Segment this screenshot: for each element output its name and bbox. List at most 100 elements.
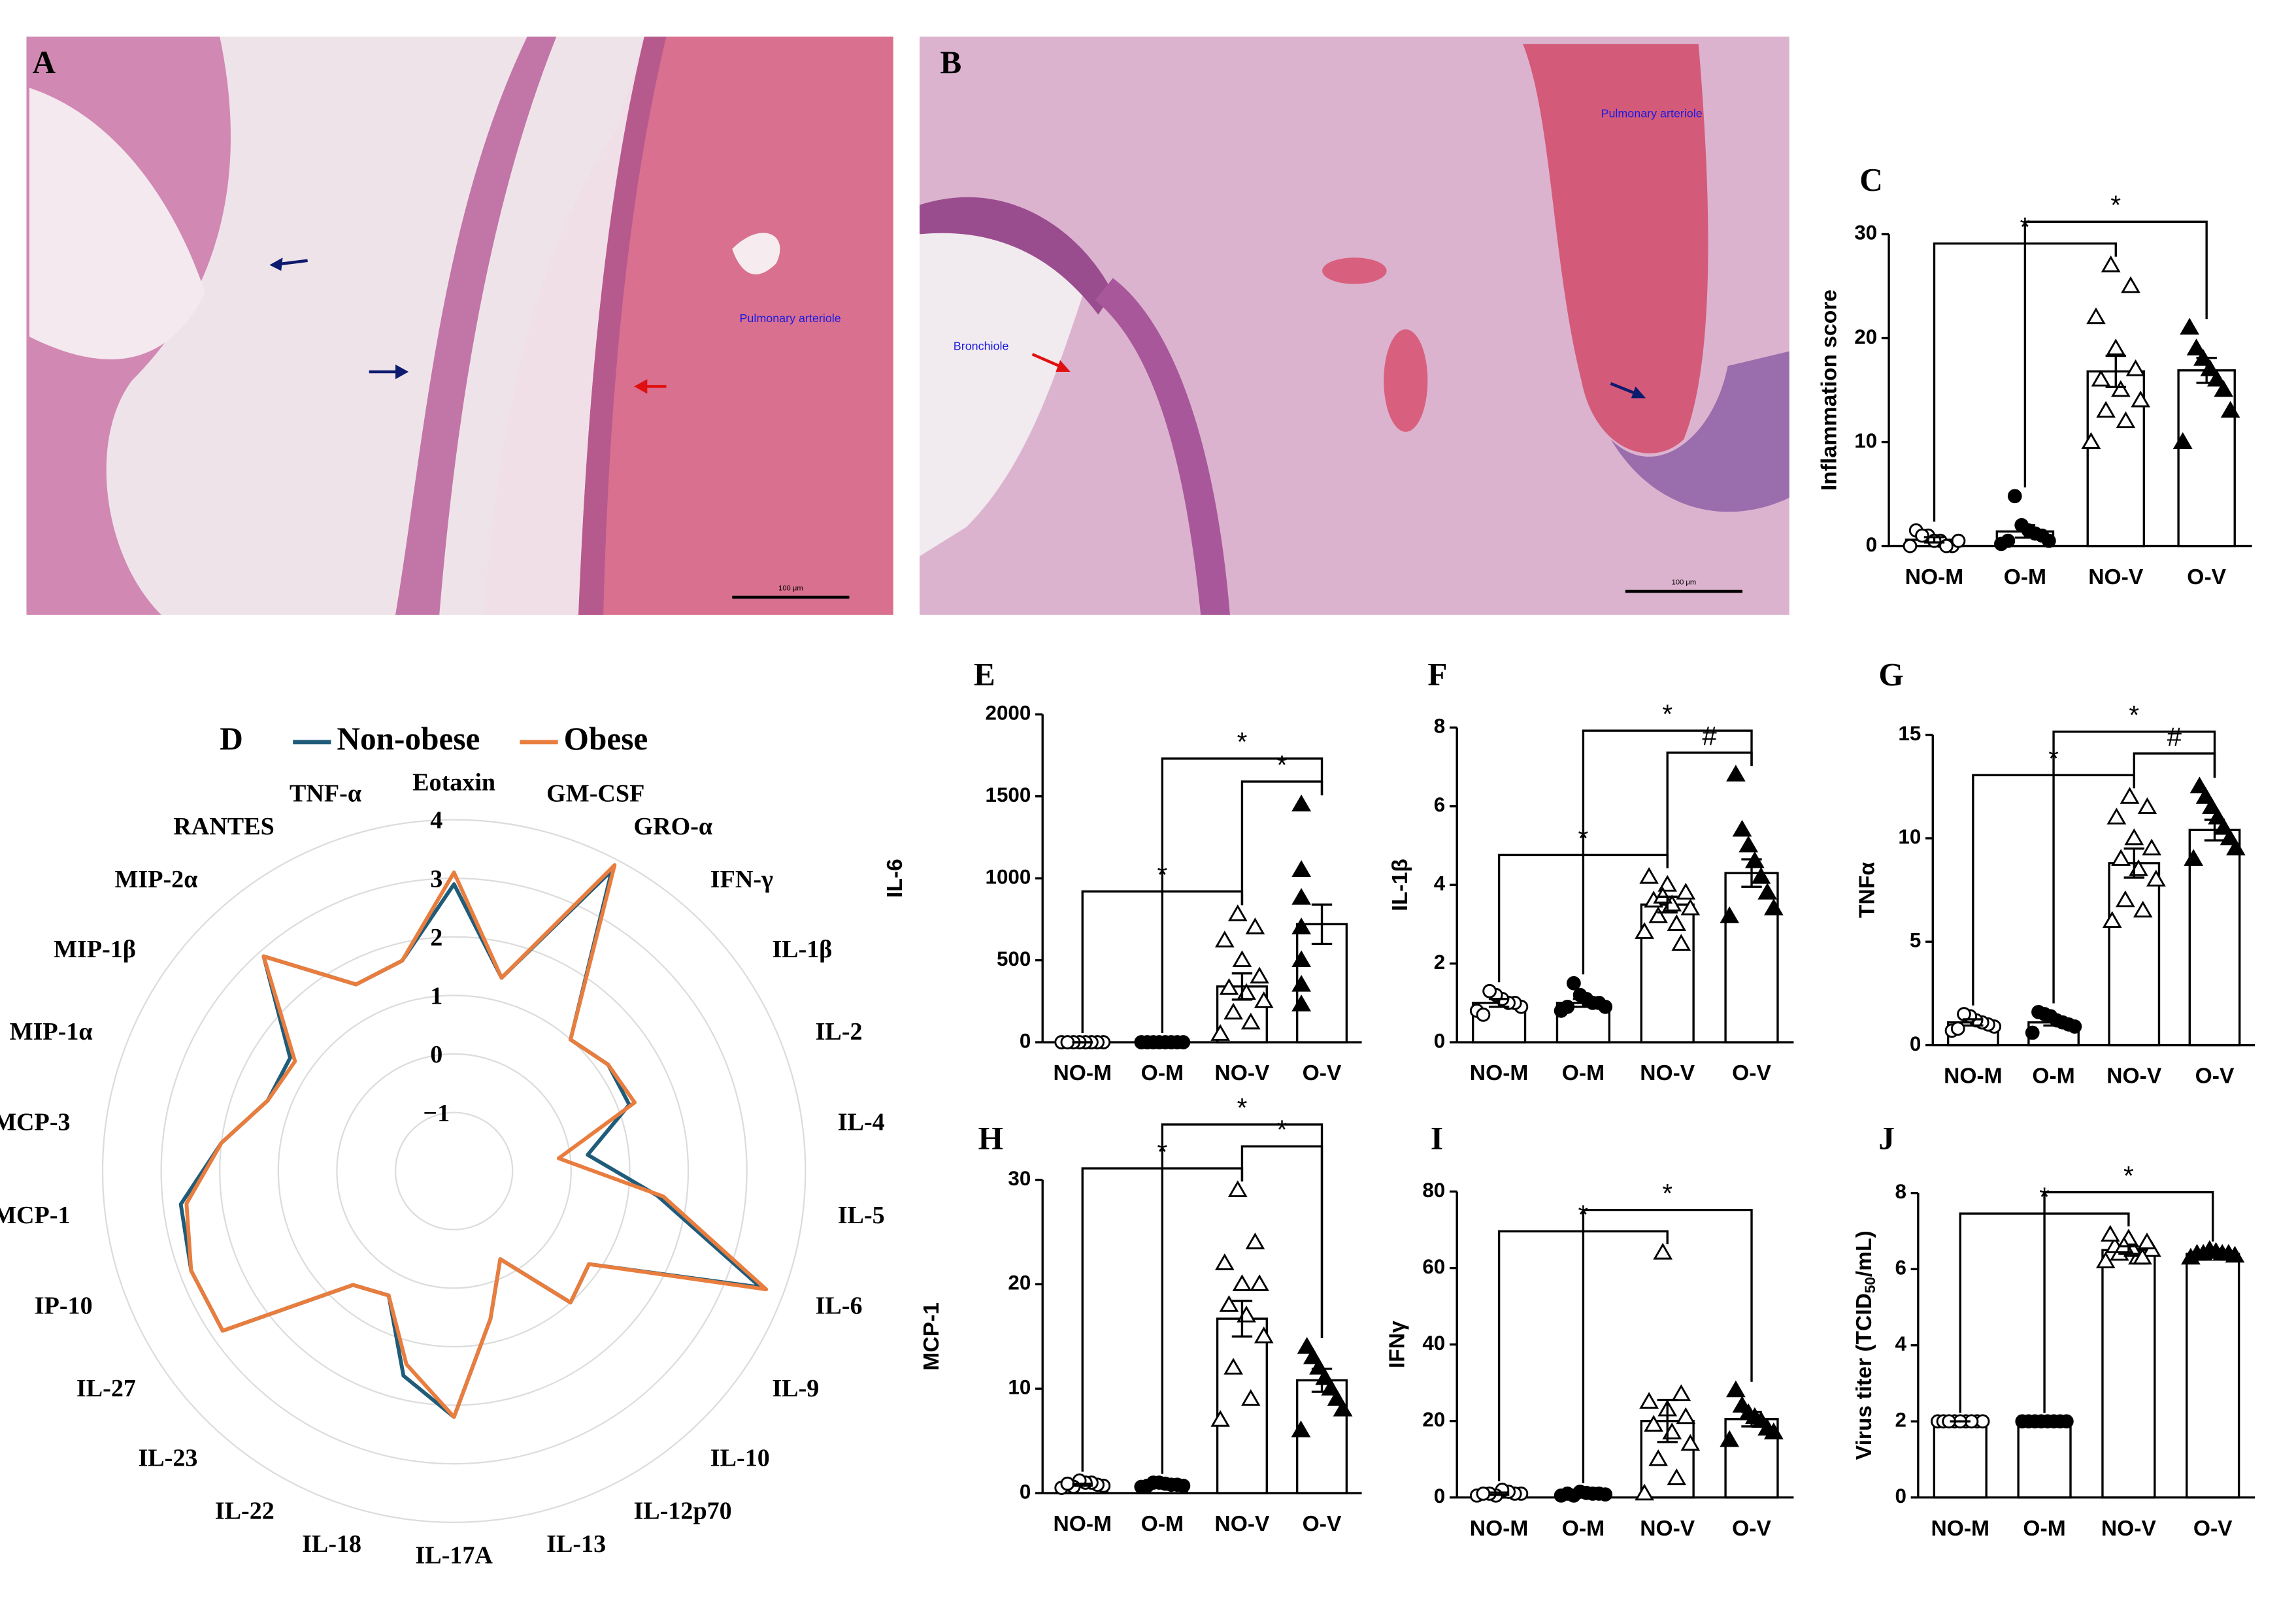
x-tick-label: NO-V [1214, 1512, 1270, 1536]
data-point [1567, 976, 1581, 991]
significance-label: * [1237, 727, 1248, 757]
bar [2086, 370, 2146, 548]
y-tick-label: 15 [1898, 722, 1921, 745]
error-bar [2123, 847, 2144, 879]
data-point [1227, 1180, 1248, 1198]
error-bar [1072, 1482, 1093, 1487]
data-point [1291, 794, 1311, 812]
y-tick-label: 10 [1898, 825, 1921, 848]
y-axis-label: IL-6 [883, 859, 907, 898]
data-point [1327, 1389, 1347, 1406]
y-tick-label: 5 [1910, 929, 1921, 951]
y-axis-label: Virus titer (TCID50/mL) [1852, 1230, 1878, 1460]
data-point [1291, 860, 1311, 878]
data-point [1671, 1384, 1691, 1402]
radar-axis-label: IL-22 [215, 1498, 275, 1525]
data-point [2111, 849, 2131, 866]
significance-label: * [1277, 749, 1288, 780]
y-tick-label: 10 [1008, 1376, 1031, 1399]
data-point [2007, 489, 2022, 504]
data-point [2111, 380, 2131, 397]
data-point [2214, 380, 2234, 397]
panel-label: A [32, 44, 56, 80]
x-tick-label: O-V [2193, 1517, 2233, 1541]
data-point [1639, 866, 1659, 884]
data-point [1676, 883, 1696, 900]
error-bar [1152, 1482, 1173, 1487]
y-tick-label: 6 [1895, 1257, 1906, 1279]
radar-axis-label: GM-CSF [546, 780, 644, 808]
data-point [2125, 359, 2146, 376]
bar [2188, 829, 2241, 1047]
y-tick-label: 8 [1434, 715, 1445, 738]
data-point [2095, 1251, 2116, 1269]
data-point [1635, 922, 1654, 939]
significance-bracket [1582, 729, 1753, 975]
y-tick-label: 60 [1422, 1255, 1445, 1278]
legend-label: Non-obese [337, 721, 480, 757]
histology-image-a [26, 37, 893, 615]
data-point [1903, 538, 1918, 553]
panel-label: B [940, 44, 961, 80]
x-tick-label: NO-M [1905, 565, 1964, 589]
data-point [1219, 978, 1239, 995]
data-point [2031, 1004, 2046, 1019]
image-annotation: Pulmonary arteriole [739, 312, 840, 325]
data-point [1210, 1409, 1230, 1427]
bar [2108, 862, 2161, 1047]
x-tick-label: O-M [1141, 1512, 1184, 1536]
x-tick-label: O-V [1732, 1517, 1771, 1541]
radial-grid-ring [160, 878, 748, 1465]
data-point [1250, 1274, 1269, 1291]
error-bar [1231, 972, 1253, 1001]
data-point [2137, 1232, 2157, 1249]
x-tick-label: O-M [2004, 565, 2046, 589]
radar-axis-label: IFN-γ [710, 866, 773, 893]
data-point [1214, 1253, 1235, 1270]
y-tick-label: 0 [1895, 1485, 1906, 1507]
x-tick-label: NO-V [1214, 1061, 1270, 1085]
x-tick-label: O-V [2187, 565, 2226, 589]
data-point [1676, 1407, 1696, 1424]
data-point [1720, 1430, 1740, 1447]
error-bar [2118, 1245, 2139, 1255]
x-tick-label: O-M [1562, 1517, 1605, 1541]
data-point [1667, 1468, 1687, 1485]
error-bar [1488, 1491, 1510, 1496]
significance-bracket [2043, 1191, 2214, 1413]
significance-label: * [1662, 699, 1672, 729]
data-point [1140, 1478, 1155, 1493]
radar-axis-label: IL-5 [838, 1202, 885, 1229]
data-point [2220, 401, 2240, 418]
x-tick-label: NO-M [1931, 1517, 1989, 1541]
radar-axis-label: IL-23 [138, 1445, 197, 1472]
radar-axis-label: IL-12p70 [633, 1498, 731, 1525]
significance-label: # [2167, 721, 2182, 751]
y-tick-label: 30 [1854, 222, 1877, 244]
data-point [1245, 1232, 1265, 1249]
data-point [2189, 776, 2210, 794]
y-tick-label: 10 [1854, 429, 1877, 452]
x-tick-label: NO-V [2106, 1064, 2162, 1089]
data-point [1223, 1358, 1243, 1375]
x-tick-label: NO-M [1053, 1512, 1112, 1536]
x-tick-label: O-M [1562, 1061, 1605, 1085]
error-bar [1311, 1368, 1333, 1393]
panel-label: F [1427, 657, 1447, 693]
radial-grid-ring [101, 819, 807, 1523]
data-point [2091, 369, 2111, 387]
error-bar [1657, 895, 1678, 914]
error-bar [1963, 1018, 1984, 1027]
y-tick-label: 0 [1434, 1029, 1445, 1052]
data-point [1232, 1274, 1252, 1291]
data-point [2137, 797, 2157, 814]
panel-label: I [1431, 1121, 1443, 1157]
y-tick-label: 0 [1020, 1480, 1031, 1503]
data-point [2025, 1025, 2040, 1040]
x-tick-label: NO-V [2101, 1517, 2157, 1541]
data-point [1560, 1487, 1575, 1501]
y-tick-label: 1000 [986, 865, 1031, 888]
data-point [1951, 533, 1966, 548]
data-point [1254, 991, 1274, 1008]
